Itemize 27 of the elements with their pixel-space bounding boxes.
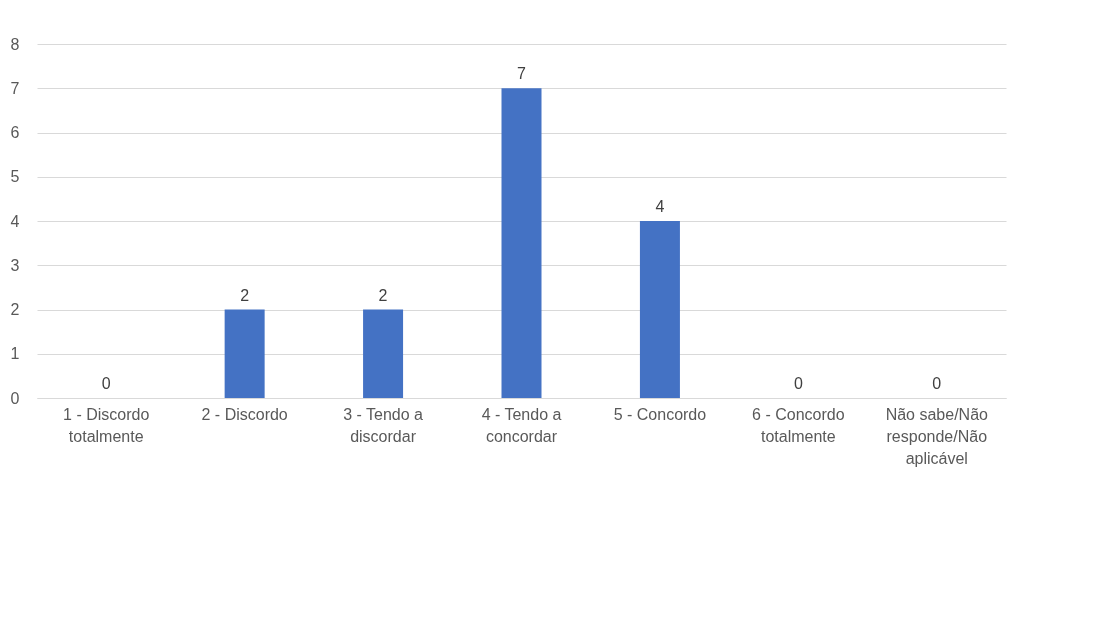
y-tick-label: 7 [10, 79, 20, 97]
y-tick-label: 3 [10, 256, 20, 274]
y-tick-label: 2 [10, 301, 20, 318]
bar [501, 88, 542, 398]
data-label: 0 [101, 375, 111, 392]
y-tick-label: 5 [10, 168, 20, 186]
x-tick-label: Não sabe/Não responde/Não aplicável [885, 405, 989, 467]
data-label: 2 [378, 286, 388, 304]
y-tick-label: 1 [10, 345, 20, 363]
data-label: 0 [932, 375, 942, 392]
y-tick-label: 6 [10, 124, 20, 141]
bar [363, 309, 404, 398]
x-tick-label: 1 - Discordo totalmente [63, 405, 150, 445]
x-tick-label: 3 - Tendo a discordar [343, 405, 424, 445]
y-tick-label: 8 [10, 35, 20, 53]
y-tick-label: 0 [10, 389, 20, 407]
x-tick-label: 4 - Tendo a concordar [481, 405, 562, 445]
x-tick-label: 5 - Concordo [613, 405, 707, 423]
x-tick-label: 2 - Discordo [201, 405, 288, 423]
data-label: 0 [793, 375, 803, 392]
data-label: 4 [655, 198, 665, 215]
x-tick-label: 6 - Concordo totalmente [752, 405, 845, 445]
data-label: 2 [240, 286, 250, 304]
data-label: 7 [517, 65, 527, 83]
bar [639, 221, 680, 398]
bar [224, 309, 265, 398]
y-tick-label: 4 [10, 212, 20, 230]
